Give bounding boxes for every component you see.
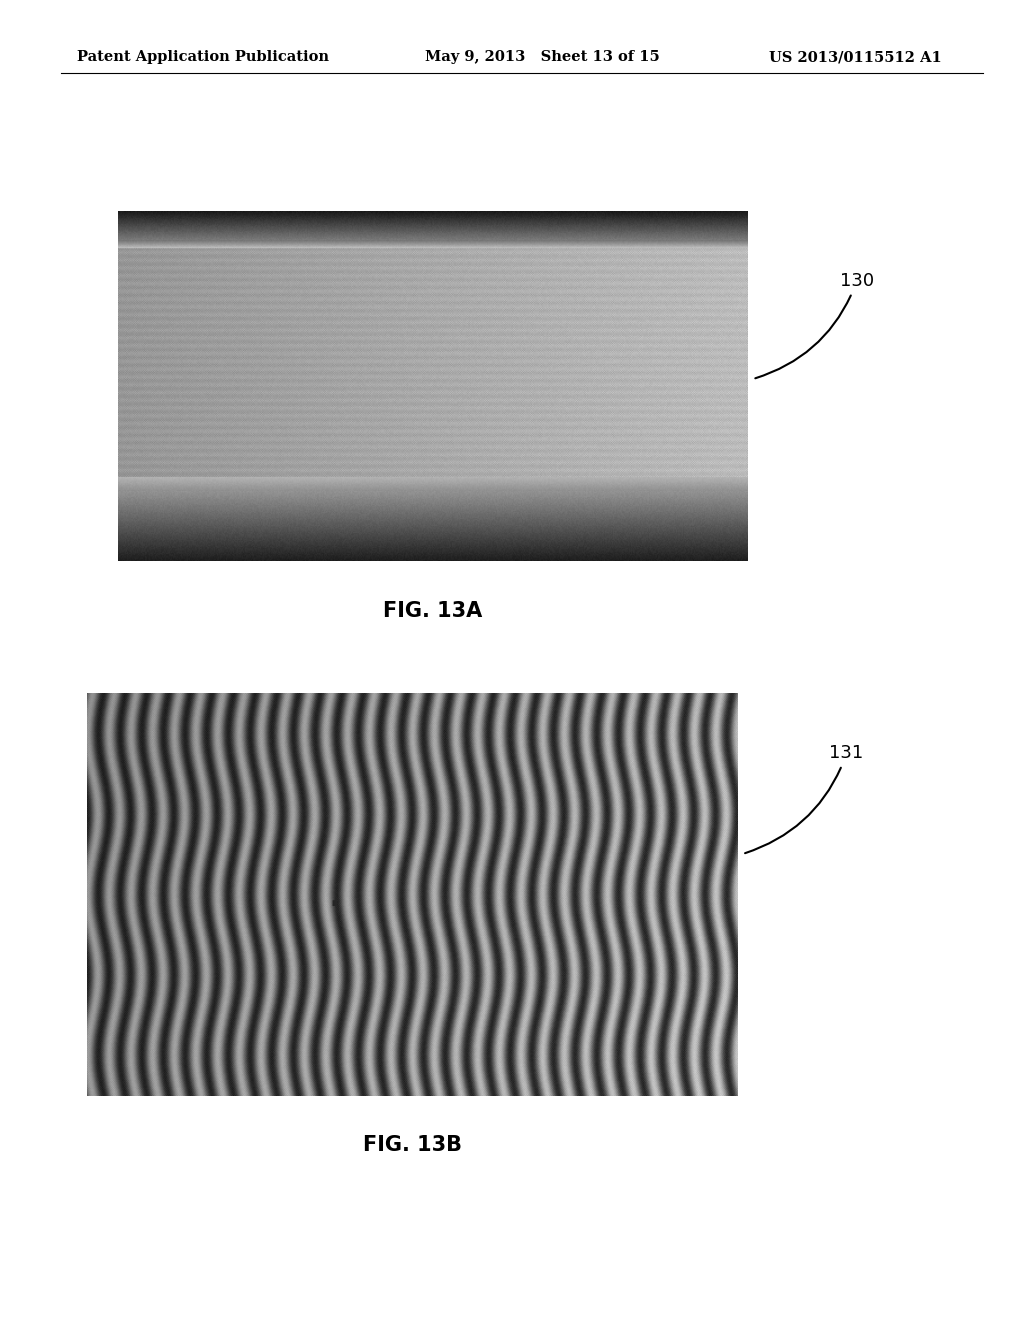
- Text: US 2013/0115512 A1: US 2013/0115512 A1: [769, 50, 942, 65]
- Text: FIG. 13B: FIG. 13B: [362, 1135, 462, 1155]
- Text: 131: 131: [745, 744, 863, 853]
- Text: 130: 130: [756, 272, 873, 379]
- Text: May 9, 2013   Sheet 13 of 15: May 9, 2013 Sheet 13 of 15: [425, 50, 659, 65]
- Text: Patent Application Publication: Patent Application Publication: [77, 50, 329, 65]
- Text: FIG. 13A: FIG. 13A: [383, 601, 482, 620]
